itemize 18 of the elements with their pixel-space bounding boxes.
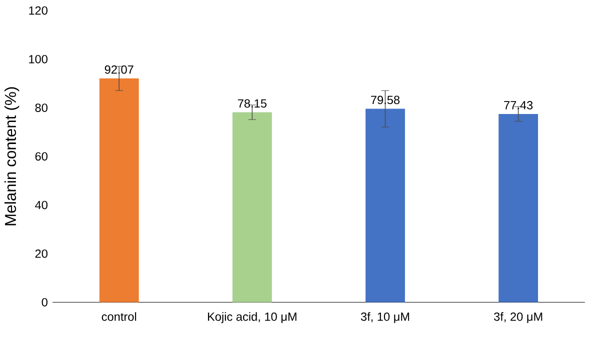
- x-tick-label: control: [102, 312, 136, 321]
- y-tick-label: 20: [35, 249, 48, 258]
- x-tick-label: 3f, 10 μM: [360, 312, 410, 323]
- y-axis-title: Melanin content (%): [4, 87, 20, 226]
- data-label: 78.15: [238, 99, 266, 108]
- bar: [498, 114, 538, 302]
- y-tick-label: 120: [29, 6, 48, 15]
- y-tick-label: 40: [35, 200, 48, 210]
- y-tick-label: 80: [35, 104, 48, 112]
- y-tick-label: 60: [35, 152, 48, 161]
- bar: [99, 78, 139, 302]
- y-tick-label: 0: [42, 298, 48, 306]
- bar: [366, 108, 405, 302]
- data-label: 77.43: [504, 100, 533, 110]
- x-tick-label: Kojic acid, 10 μM: [208, 312, 296, 324]
- bar: [232, 112, 272, 302]
- y-tick-label: 100: [29, 54, 48, 64]
- x-tick-label: 3f, 20 μM: [494, 312, 542, 323]
